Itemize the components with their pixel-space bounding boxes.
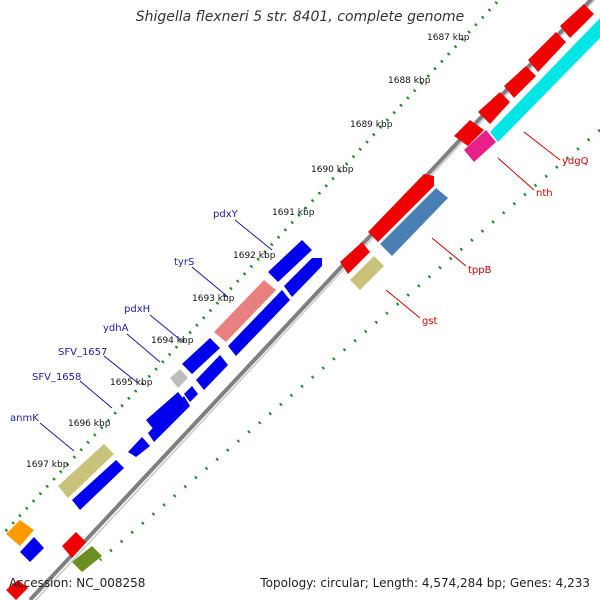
gene-arrow[interactable] xyxy=(170,369,188,388)
gene-arrow[interactable] xyxy=(504,66,536,98)
tick-label: 1688 kbp xyxy=(388,76,431,86)
tick-label: 1696 kbp xyxy=(68,419,111,429)
gene-arrow[interactable] xyxy=(128,437,150,457)
tick-label: 1691 kbp xyxy=(272,208,315,218)
gene-arrow[interactable] xyxy=(72,546,102,572)
gene-arrow[interactable] xyxy=(490,18,600,142)
accession-label: Accession: NC_008258 xyxy=(9,576,146,590)
reverse-gene-lane xyxy=(6,4,600,600)
gene-label-tyrS[interactable]: tyrS xyxy=(174,257,194,268)
forward-gene-outer-lane xyxy=(6,240,312,546)
forward-gene-labels: pdxY tyrS pdxH ydhA SFV_1657 SFV_1658 an… xyxy=(10,209,273,452)
tick-label: 1692 kbp xyxy=(233,251,276,261)
gene-arrow[interactable] xyxy=(20,537,44,562)
gene-arrow[interactable] xyxy=(528,32,566,72)
gene-arrow[interactable] xyxy=(464,130,496,162)
gene-arrow[interactable] xyxy=(340,242,370,274)
gene-arrow[interactable] xyxy=(182,338,220,374)
gene-arrow[interactable] xyxy=(184,386,198,402)
gene-arrow[interactable] xyxy=(560,4,594,38)
outer-scale-dots xyxy=(0,0,499,537)
gene-label-tppB[interactable]: tppB xyxy=(468,265,492,276)
tick-label: 1695 kbp xyxy=(110,378,153,388)
gene-label-ydgQ[interactable]: ydgQ xyxy=(562,156,589,167)
gene-arrow[interactable] xyxy=(72,460,124,510)
gene-arrow[interactable] xyxy=(62,532,86,558)
tick-label: 1689 kbp xyxy=(350,120,393,130)
genome-summary: Topology: circular; Length: 4,574,284 bp… xyxy=(260,576,590,590)
tick-label: 1693 kbp xyxy=(192,294,235,304)
gene-arrow[interactable] xyxy=(268,240,312,282)
gene-arrow[interactable] xyxy=(380,188,448,256)
gene-arrow[interactable] xyxy=(454,120,484,146)
tick-label: 1697 kbp xyxy=(26,460,69,470)
genome-backbone xyxy=(28,0,594,600)
tick-label: 1690 kbp xyxy=(311,165,354,175)
tick-label: 1687 kbp xyxy=(427,33,470,43)
gene-arrow[interactable] xyxy=(196,355,228,390)
gene-label-gst[interactable]: gst xyxy=(422,316,438,327)
tick-labels: 1687 kbp 1688 kbp 1689 kbp 1690 kbp 1691… xyxy=(26,33,470,470)
gene-label-pdxY[interactable]: pdxY xyxy=(213,209,239,220)
gene-label-SFV_1657[interactable]: SFV_1657 xyxy=(58,347,107,358)
gene-arrow[interactable] xyxy=(214,280,276,342)
gene-label-nth[interactable]: nth xyxy=(536,188,553,199)
reverse-gene-labels: ydgQ nth tppB gst xyxy=(385,131,589,327)
map-title: Shigella flexneri 5 str. 8401, complete … xyxy=(135,9,465,25)
gene-arrow[interactable] xyxy=(6,520,34,546)
gene-arrow[interactable] xyxy=(58,444,114,498)
gene-arrow[interactable] xyxy=(146,392,186,430)
gene-arrow[interactable] xyxy=(228,290,290,356)
gene-arrow[interactable] xyxy=(284,258,322,297)
gene-arrow[interactable] xyxy=(478,92,510,124)
gene-label-SFV_1658[interactable]: SFV_1658 xyxy=(32,372,81,383)
tick-label: 1694 kbp xyxy=(151,336,194,346)
forward-gene-lane xyxy=(20,258,322,562)
gene-label-ydhA[interactable]: ydhA xyxy=(103,323,129,334)
gene-arrow[interactable] xyxy=(6,580,28,600)
gene-arrow[interactable] xyxy=(350,256,384,290)
gene-arrow[interactable] xyxy=(368,174,434,242)
gene-label-pdxH[interactable]: pdxH xyxy=(124,304,150,315)
gene-label-anmK[interactable]: anmK xyxy=(10,413,39,424)
